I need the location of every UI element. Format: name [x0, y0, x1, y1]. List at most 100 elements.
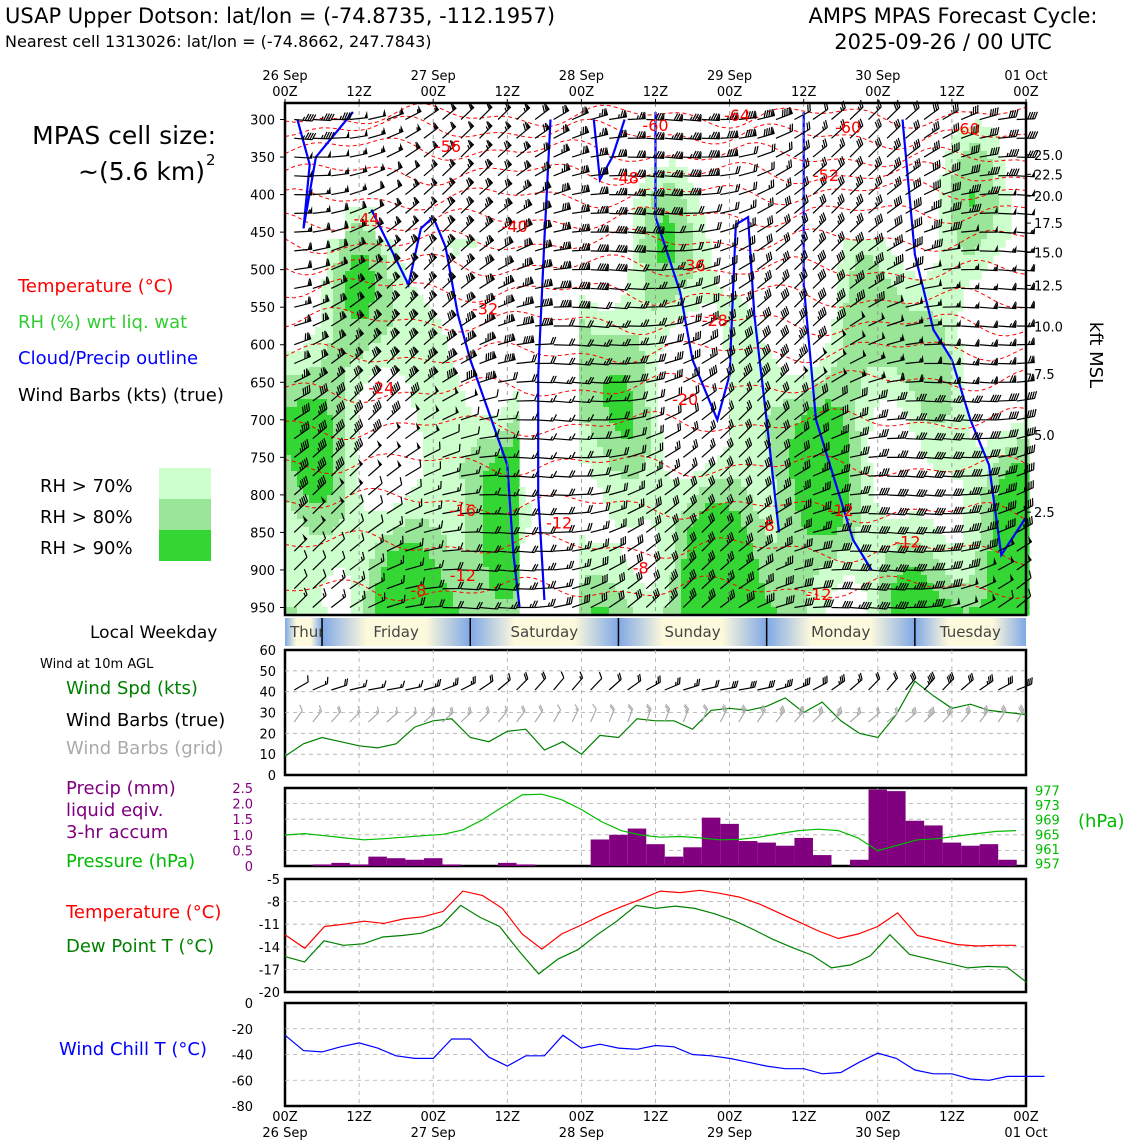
rh-cell [723, 455, 730, 464]
rh-cell [927, 303, 934, 312]
rh-cell [861, 415, 868, 424]
rh-cell [663, 271, 670, 280]
rh-cell [939, 287, 946, 296]
rh-cell [375, 519, 382, 528]
rh-cell [609, 375, 616, 384]
rh-cell [939, 375, 946, 384]
barb-full [504, 179, 508, 188]
rh-cell [309, 447, 316, 456]
barb-half [617, 114, 620, 119]
rh-cell [969, 607, 976, 616]
rh-cell [741, 463, 748, 472]
rh-cell [381, 311, 388, 320]
forecast-title: AMPS MPAS Forecast Cycle: [809, 4, 1098, 28]
rh-cell [933, 295, 940, 304]
rh-cell [423, 559, 430, 568]
rh-cell [885, 599, 892, 608]
rh-cell [651, 495, 658, 504]
rh-cell [597, 391, 604, 400]
rh-cell [753, 495, 760, 504]
rh-cell [849, 255, 856, 264]
upper-wind-barb [627, 150, 646, 159]
rh-cell [909, 583, 916, 592]
rh-cell [891, 527, 898, 536]
barb-flag [771, 126, 775, 135]
rh-cell [465, 439, 472, 448]
rh-cell [777, 383, 784, 392]
barb-staff [497, 182, 513, 196]
rh-cell [285, 359, 292, 368]
rh-cell [429, 343, 436, 352]
rh-cell [801, 415, 808, 424]
rh-cell [993, 223, 1000, 232]
rh-cell [825, 463, 832, 472]
barb-full [504, 160, 508, 169]
rh-cell [681, 287, 688, 296]
rh-cell [855, 391, 862, 400]
rh-cell [489, 543, 496, 552]
rh-cell [345, 463, 352, 472]
barb-flag [679, 151, 684, 159]
rh-cell [675, 559, 682, 568]
rh-cell [465, 575, 472, 584]
rh-cell [513, 439, 520, 448]
rh-cell [315, 327, 322, 336]
rh-cell [441, 535, 448, 544]
barb-flag [623, 187, 628, 195]
rh-cell [447, 567, 454, 576]
rh-cell [849, 295, 856, 304]
rh-cell [321, 399, 328, 408]
rh-cell [579, 415, 586, 424]
rh-cell [369, 239, 376, 248]
barb-full [808, 121, 811, 130]
barb-staff [516, 126, 531, 139]
rh-cell [735, 367, 742, 376]
rh-cell [423, 415, 430, 424]
rh-cell [495, 519, 502, 528]
rh-cell [441, 583, 448, 592]
rh-cell [381, 239, 388, 248]
rh-cell [291, 431, 298, 440]
rh-cell [957, 415, 964, 424]
rh-cell [393, 343, 400, 352]
rh-cell [735, 527, 742, 536]
rh-cell [381, 327, 388, 336]
rh-cell [657, 207, 664, 216]
rh-cell [807, 583, 814, 592]
rh-cell [885, 519, 892, 528]
rh-cell [999, 463, 1006, 472]
barb-half [839, 125, 843, 130]
rh-cell [621, 391, 628, 400]
rh-cell [777, 455, 784, 464]
rh-cell [351, 423, 358, 432]
rh-cell [585, 399, 592, 408]
rh-cell [825, 551, 832, 560]
rh-cell [777, 447, 784, 456]
rh-cell [741, 471, 748, 480]
rh-cell [783, 535, 790, 544]
rh-cell [909, 287, 916, 296]
barb-half [874, 164, 878, 169]
upper-wind-barb [534, 180, 552, 196]
rh-cell [843, 559, 850, 568]
rh-cell [435, 551, 442, 560]
rh-cell [345, 559, 352, 568]
rh-cell [351, 343, 358, 352]
rh-cell [681, 487, 688, 496]
rh-cell [495, 511, 502, 520]
rh-cell [285, 559, 292, 568]
rh-cell [459, 479, 466, 488]
rh-cell [645, 239, 652, 248]
upper-wind-barb [794, 157, 810, 177]
rh-cell [795, 607, 802, 616]
barb-full [659, 170, 665, 178]
rh-cell [771, 503, 778, 512]
rh-cell [789, 551, 796, 560]
rh-cell [615, 599, 622, 608]
rh-cell [405, 583, 412, 592]
rh-cell [429, 591, 436, 600]
rh-cell [873, 551, 880, 560]
rh-cell [405, 367, 412, 376]
rh-cell [417, 351, 424, 360]
rh-cell [579, 431, 586, 440]
